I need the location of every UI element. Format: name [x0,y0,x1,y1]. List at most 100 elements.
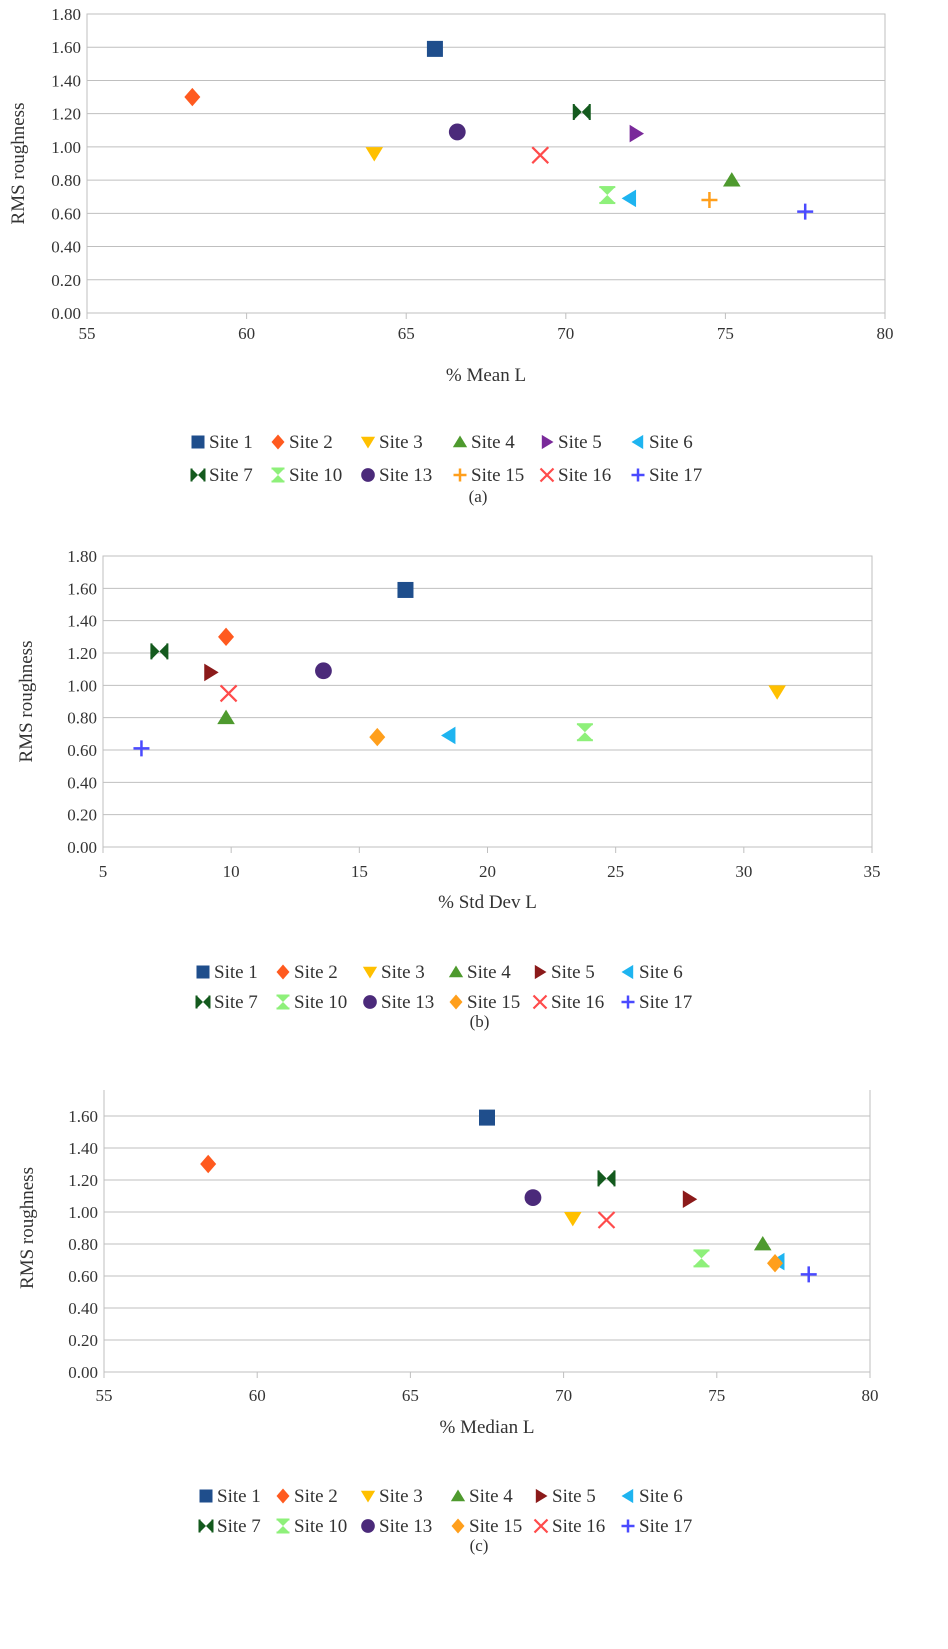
legend-label: Site 6 [639,1486,683,1507]
legend-marker [362,966,378,979]
point-marker [701,192,718,209]
legend-item-site-17: Site 17 [631,465,702,486]
chart-panel-b: 0.00 0.20 0.40 0.60 0.80 1.00 1.20 1.40 1.60 1.80… [0,540,948,1080]
data-point-site-4 [753,1236,772,1251]
point-marker-bar-t [693,1249,710,1252]
y-tick-label: 0.60 [51,204,81,223]
legend-label: Site 1 [217,1486,261,1507]
legend-label: Site 10 [289,465,342,486]
x-axis-title: % Mean L [446,365,526,386]
legend-label: Site 15 [471,465,524,486]
legend-label: Site 13 [381,992,434,1013]
data-point-site-16 [597,1211,616,1229]
data-point-site-13 [524,1189,542,1206]
legend-marker [271,468,285,475]
legend-item-site-4: Site 4 [452,432,515,453]
legend-item-site-5: Site 5 [535,1486,596,1507]
x-axis-title: % Median L [440,1417,535,1438]
legend-marker [450,1489,466,1502]
point-marker-bar-b [599,202,616,205]
x-tick-label: 80 [877,324,894,343]
point-marker [621,189,637,208]
data-point-site-1 [479,1109,495,1126]
x-tick-label: 55 [96,1386,113,1405]
data-point-site-10 [599,186,616,205]
point-marker [599,187,616,196]
data-point-site-3 [563,1212,582,1227]
data-point-site-7 [150,643,169,660]
data-point-site-10 [693,1249,710,1268]
legend-item-site-7: Site 7 [190,465,253,486]
legend-item-site-13: Site 13 [363,992,434,1013]
legend-marker-bar-b [271,480,285,483]
legend-item-site-10: Site 10 [276,992,347,1013]
legend-marker [621,1488,634,1504]
legend-item-site-3: Site 3 [360,432,423,453]
point-marker [397,581,414,598]
x-tick-label: 55 [79,324,96,343]
point-marker-part [576,732,593,741]
point-marker-part [581,104,590,121]
point-marker-bar-r [166,643,169,660]
legend-label: Site 5 [552,1486,596,1507]
data-point-site-7 [572,104,591,121]
legend-marker-bar-b [276,1531,290,1534]
x-tick-label: 30 [735,862,752,881]
legend-marker [448,965,464,978]
legend-item-site-1: Site 1 [196,962,258,983]
point-marker [563,1212,582,1227]
legend-marker-bar-l [198,1519,201,1533]
point-marker [597,1211,616,1229]
point-marker [133,740,150,757]
point-marker-bar-r [613,1170,616,1187]
legend-item-site-4: Site 4 [448,962,511,983]
legend-item-site-6: Site 6 [621,962,683,983]
data-point-site-17 [133,740,150,757]
x-tick-label: 80 [862,1386,879,1405]
plot-area [103,1090,871,1373]
legend-item-site-6: Site 6 [621,1486,683,1507]
y-tick-label: 1.60 [67,579,97,598]
data-point-site-17 [797,203,814,220]
x-tick-label: 70 [555,1386,572,1405]
legend-item-site-6: Site 6 [631,432,693,453]
data-point-site-15 [369,727,386,747]
point-marker [524,1189,542,1206]
legend-item-site-4: Site 4 [450,1486,513,1507]
legend-marker-bar-t [276,1518,290,1521]
legend-marker [631,468,645,482]
data-point-site-7 [597,1170,616,1187]
scatter-chart-a: 0.00 0.20 0.40 0.60 0.80 1.00 1.20 1.40 1.60 1.80… [8,5,894,506]
y-axis-title: RMS roughness [8,103,29,225]
y-tick-label: 0.40 [67,773,97,792]
y-tick-label: 1.40 [68,1139,98,1158]
y-tick-label: 0.40 [68,1299,98,1318]
legend-label: Site 5 [551,962,595,983]
point-marker-bar-b [576,739,593,742]
point-marker [218,627,235,647]
legend-label: Site 16 [552,1516,605,1537]
legend-marker [532,994,548,1010]
legend-label: Site 5 [558,432,602,453]
point-marker [217,709,235,725]
point-marker [315,662,332,680]
legend-label: Site 3 [381,962,425,983]
legend-item-site-5: Site 5 [534,962,595,983]
legend-marker [276,995,290,1002]
y-tick-label: 0.00 [51,304,81,323]
point-marker [479,1109,495,1126]
x-tick-label: 65 [402,1386,419,1405]
point-marker [200,1154,217,1174]
scatter-chart-c: 0.00 0.20 0.40 0.60 0.80 1.00 1.20 1.40 1.60 1.80… [17,1090,879,1555]
y-tick-label: 1.80 [68,1090,98,1094]
point-marker [693,1250,710,1259]
legend-label: Site 2 [289,432,333,453]
x-tick-label: 60 [238,324,255,343]
data-point-site-3 [768,685,786,700]
y-axis-title: RMS roughness [17,1167,38,1289]
legend-marker-bar-t [271,467,285,470]
point-marker [797,203,814,220]
x-tick-label: 5 [99,862,108,881]
point-marker [184,87,201,107]
legend-item-site-10: Site 10 [276,1516,347,1537]
